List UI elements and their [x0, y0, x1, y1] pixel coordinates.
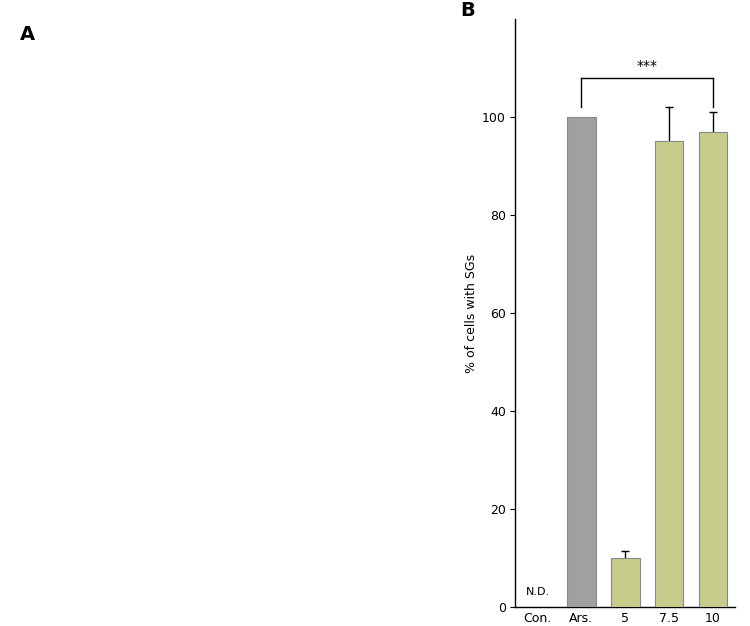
Bar	[611, 558, 640, 607]
Text: N.D.: N.D.	[526, 587, 550, 597]
Text: A: A	[20, 24, 35, 44]
Bar	[655, 141, 683, 607]
Y-axis label: % of cells with SGs: % of cells with SGs	[465, 254, 478, 372]
Text: ***: ***	[637, 59, 658, 73]
Bar	[567, 117, 596, 607]
Bar	[699, 131, 728, 607]
Text: B: B	[460, 1, 476, 20]
